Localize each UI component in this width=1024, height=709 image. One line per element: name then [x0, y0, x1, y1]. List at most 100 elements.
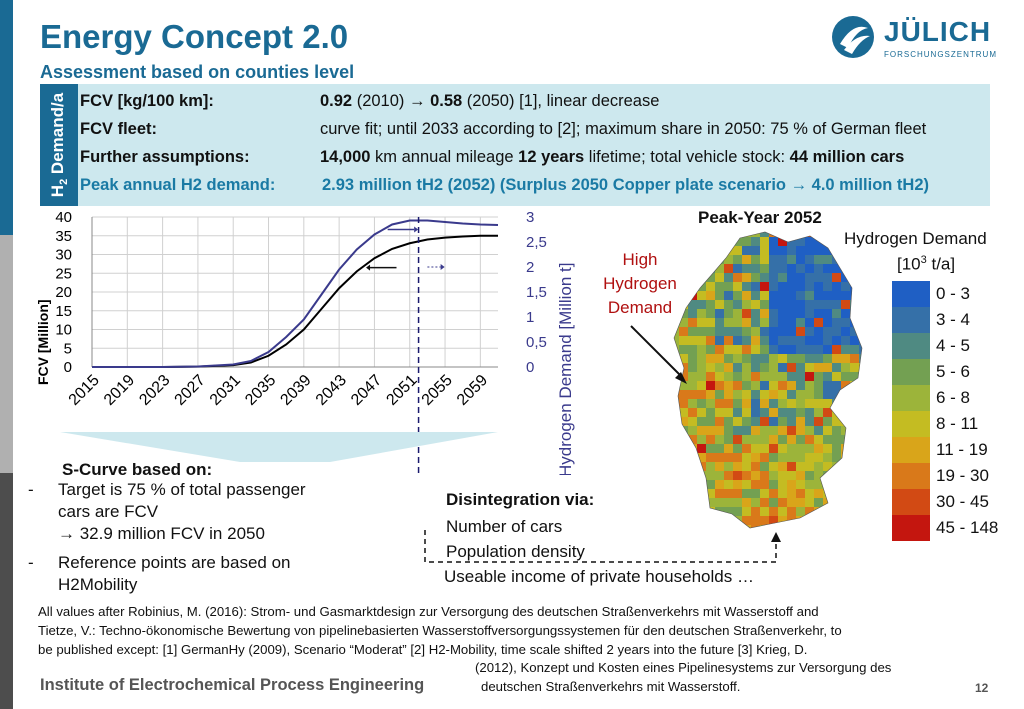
county-cell — [796, 345, 806, 355]
county-cell — [805, 354, 815, 364]
county-cell — [814, 498, 824, 508]
county-cell — [778, 480, 788, 490]
county-cell — [850, 408, 860, 418]
county-cell — [805, 462, 815, 472]
county-cell — [814, 291, 824, 301]
county-cell — [796, 273, 806, 283]
county-cell — [769, 372, 779, 382]
county-cell — [814, 390, 824, 400]
county-cell — [760, 363, 770, 373]
county-cell — [805, 318, 815, 328]
county-cell — [742, 525, 752, 528]
county-cell — [850, 471, 860, 481]
county-cell — [823, 444, 833, 454]
county-cell — [724, 480, 734, 490]
county-cell — [805, 237, 815, 247]
county-cell — [688, 345, 698, 355]
county-cell — [760, 264, 770, 274]
county-cell — [850, 426, 860, 436]
county-cell — [674, 237, 680, 247]
county-cell — [724, 534, 733, 538]
county-cell — [787, 273, 797, 283]
county-cell — [760, 444, 770, 454]
county-cell — [706, 300, 716, 310]
county-cell — [868, 426, 870, 435]
county-cell — [814, 318, 824, 328]
county-cell — [841, 417, 851, 427]
county-cell — [733, 354, 743, 364]
county-cell — [859, 417, 862, 427]
county-cell — [832, 282, 842, 292]
county-cell — [859, 300, 862, 310]
x-tick-label: 2055 — [419, 372, 456, 409]
scurve-title: S-Curve based on: — [62, 460, 213, 479]
county-cell — [751, 444, 761, 454]
county-cell — [679, 390, 689, 400]
county-cell — [697, 300, 707, 310]
county-cell — [679, 534, 688, 538]
county-cell — [805, 246, 815, 256]
county-cell — [733, 453, 743, 463]
county-cell — [796, 498, 806, 508]
county-cell — [724, 408, 734, 418]
county-cell — [760, 336, 770, 346]
county-cell — [787, 264, 797, 274]
county-cell — [832, 381, 842, 391]
county-cell — [679, 318, 689, 328]
county-cell — [787, 309, 797, 319]
x-tick-label: 2015 — [66, 372, 103, 409]
county-cell — [724, 309, 734, 319]
county-cell — [796, 246, 806, 256]
county-cell — [841, 318, 851, 328]
county-cell — [679, 417, 689, 427]
county-cell — [823, 354, 833, 364]
county-cell — [724, 255, 734, 265]
county-cell — [706, 444, 716, 454]
county-cell — [742, 255, 752, 265]
legend-swatch — [892, 463, 930, 489]
county-cell — [823, 471, 833, 481]
county-cell — [778, 282, 788, 292]
county-cell — [778, 453, 788, 463]
county-cell — [868, 282, 870, 291]
county-cell — [823, 273, 833, 283]
county-cell — [733, 309, 743, 319]
county-cell — [823, 453, 833, 463]
county-cell — [674, 462, 680, 472]
county-cell — [832, 480, 842, 490]
county-cell — [841, 480, 851, 490]
county-cell — [778, 255, 788, 265]
county-cell — [688, 525, 698, 528]
county-cell — [805, 282, 815, 292]
county-cell — [760, 516, 770, 526]
y-tick-label: 5 — [64, 340, 72, 357]
county-cell — [868, 480, 870, 489]
county-cell — [823, 336, 833, 346]
county-cell — [823, 237, 833, 247]
county-cell — [697, 516, 707, 526]
county-cell — [832, 336, 842, 346]
county-cell — [868, 354, 870, 363]
county-cell — [778, 507, 788, 517]
county-cell — [859, 282, 862, 292]
county-cell — [778, 264, 788, 274]
legend-item: 11 - 19 — [892, 437, 1022, 463]
county-cell — [832, 498, 842, 508]
county-cell — [796, 489, 806, 499]
county-cell — [814, 354, 824, 364]
legend-swatch — [892, 489, 930, 515]
legend-item: 45 - 148 — [892, 515, 1022, 541]
legend-label: 6 - 8 — [936, 388, 971, 407]
county-cell — [787, 453, 797, 463]
right-axis-arrowhead-icon — [414, 226, 419, 233]
y2-tick-label: 1,5 — [526, 284, 547, 301]
county-cell — [778, 354, 788, 364]
county-cell — [706, 291, 716, 301]
county-cell — [697, 363, 707, 373]
county-cell — [724, 516, 734, 526]
county-cell — [706, 327, 716, 337]
legend-item: 6 - 8 — [892, 385, 1022, 411]
county-cell — [796, 462, 806, 472]
y2-tick-label: 0 — [526, 359, 534, 376]
